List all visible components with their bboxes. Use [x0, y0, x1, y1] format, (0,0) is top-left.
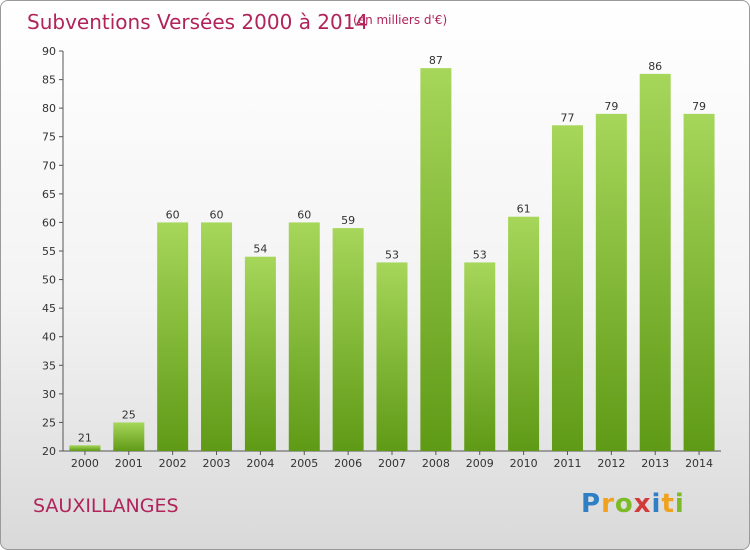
- bar-value-label: 86: [648, 60, 662, 73]
- bar-value-label: 53: [473, 248, 487, 261]
- x-tick-label: 2012: [597, 457, 625, 470]
- bar-value-label: 25: [122, 408, 136, 421]
- logo-letter: t: [661, 489, 675, 519]
- bar: [332, 228, 364, 451]
- y-tick-label: 55: [42, 245, 56, 258]
- bar-value-label: 59: [341, 214, 355, 227]
- chart-title: Subventions Versées 2000 à 2014: [27, 10, 369, 34]
- bar: [157, 222, 189, 451]
- x-tick-label: 2008: [422, 457, 450, 470]
- bar: [376, 262, 408, 451]
- x-tick-label: 2001: [115, 457, 143, 470]
- x-tick-label: 2004: [246, 457, 274, 470]
- bar-value-label: 60: [166, 208, 180, 221]
- bar-value-label: 79: [692, 100, 706, 113]
- y-tick-label: 30: [42, 388, 56, 401]
- bar-value-label: 61: [517, 203, 531, 216]
- y-tick-label: 80: [42, 102, 56, 115]
- x-tick-label: 2003: [203, 457, 231, 470]
- y-tick-label: 45: [42, 302, 56, 315]
- bar-value-label: 60: [297, 208, 311, 221]
- x-tick-label: 2010: [510, 457, 538, 470]
- logo-letter: r: [601, 489, 615, 519]
- y-tick-label: 25: [42, 416, 56, 429]
- y-tick-label: 85: [42, 74, 56, 87]
- bar: [201, 222, 233, 451]
- x-tick-label: 2009: [466, 457, 494, 470]
- y-tick-label: 35: [42, 359, 56, 372]
- bar-value-label: 77: [560, 111, 574, 124]
- y-tick-label: 20: [42, 445, 56, 458]
- bar-value-label: 87: [429, 54, 443, 67]
- bar: [69, 445, 101, 451]
- x-tick-label: 2006: [334, 457, 362, 470]
- logo-letter: i: [674, 489, 685, 519]
- bar: [464, 262, 496, 451]
- x-tick-label: 2000: [71, 457, 99, 470]
- y-tick-label: 50: [42, 274, 56, 287]
- bar: [244, 256, 276, 451]
- bar-value-label: 54: [253, 243, 267, 256]
- y-tick-label: 60: [42, 216, 56, 229]
- logo-letter: o: [614, 489, 634, 519]
- y-tick-label: 40: [42, 331, 56, 344]
- x-tick-label: 2007: [378, 457, 406, 470]
- bar: [420, 68, 452, 452]
- x-tick-label: 2011: [553, 457, 581, 470]
- bar-value-label: 53: [385, 248, 399, 261]
- location-name: SAUXILLANGES: [33, 495, 179, 517]
- bar: [639, 73, 671, 451]
- logo-letter: i: [651, 489, 662, 519]
- y-tick-label: 75: [42, 131, 56, 144]
- y-tick-label: 90: [42, 45, 56, 58]
- bar-value-label: 21: [78, 431, 92, 444]
- x-tick-label: 2013: [641, 457, 669, 470]
- chart-subtitle: (en milliers d'€): [353, 13, 448, 27]
- bar: [508, 216, 540, 451]
- x-tick-label: 2002: [159, 457, 187, 470]
- logo-letter: P: [581, 489, 602, 519]
- bar: [595, 113, 627, 451]
- bar: [288, 222, 320, 451]
- bar: [113, 422, 145, 451]
- x-tick-label: 2005: [290, 457, 318, 470]
- bar-value-label: 79: [604, 100, 618, 113]
- bar: [683, 113, 715, 451]
- x-tick-label: 2014: [685, 457, 713, 470]
- y-tick-label: 65: [42, 188, 56, 201]
- bar: [551, 125, 583, 452]
- bar-value-label: 60: [210, 208, 224, 221]
- y-tick-label: 70: [42, 159, 56, 172]
- proxiti-logo: Proxiti: [581, 489, 685, 519]
- logo-letter: x: [633, 489, 652, 519]
